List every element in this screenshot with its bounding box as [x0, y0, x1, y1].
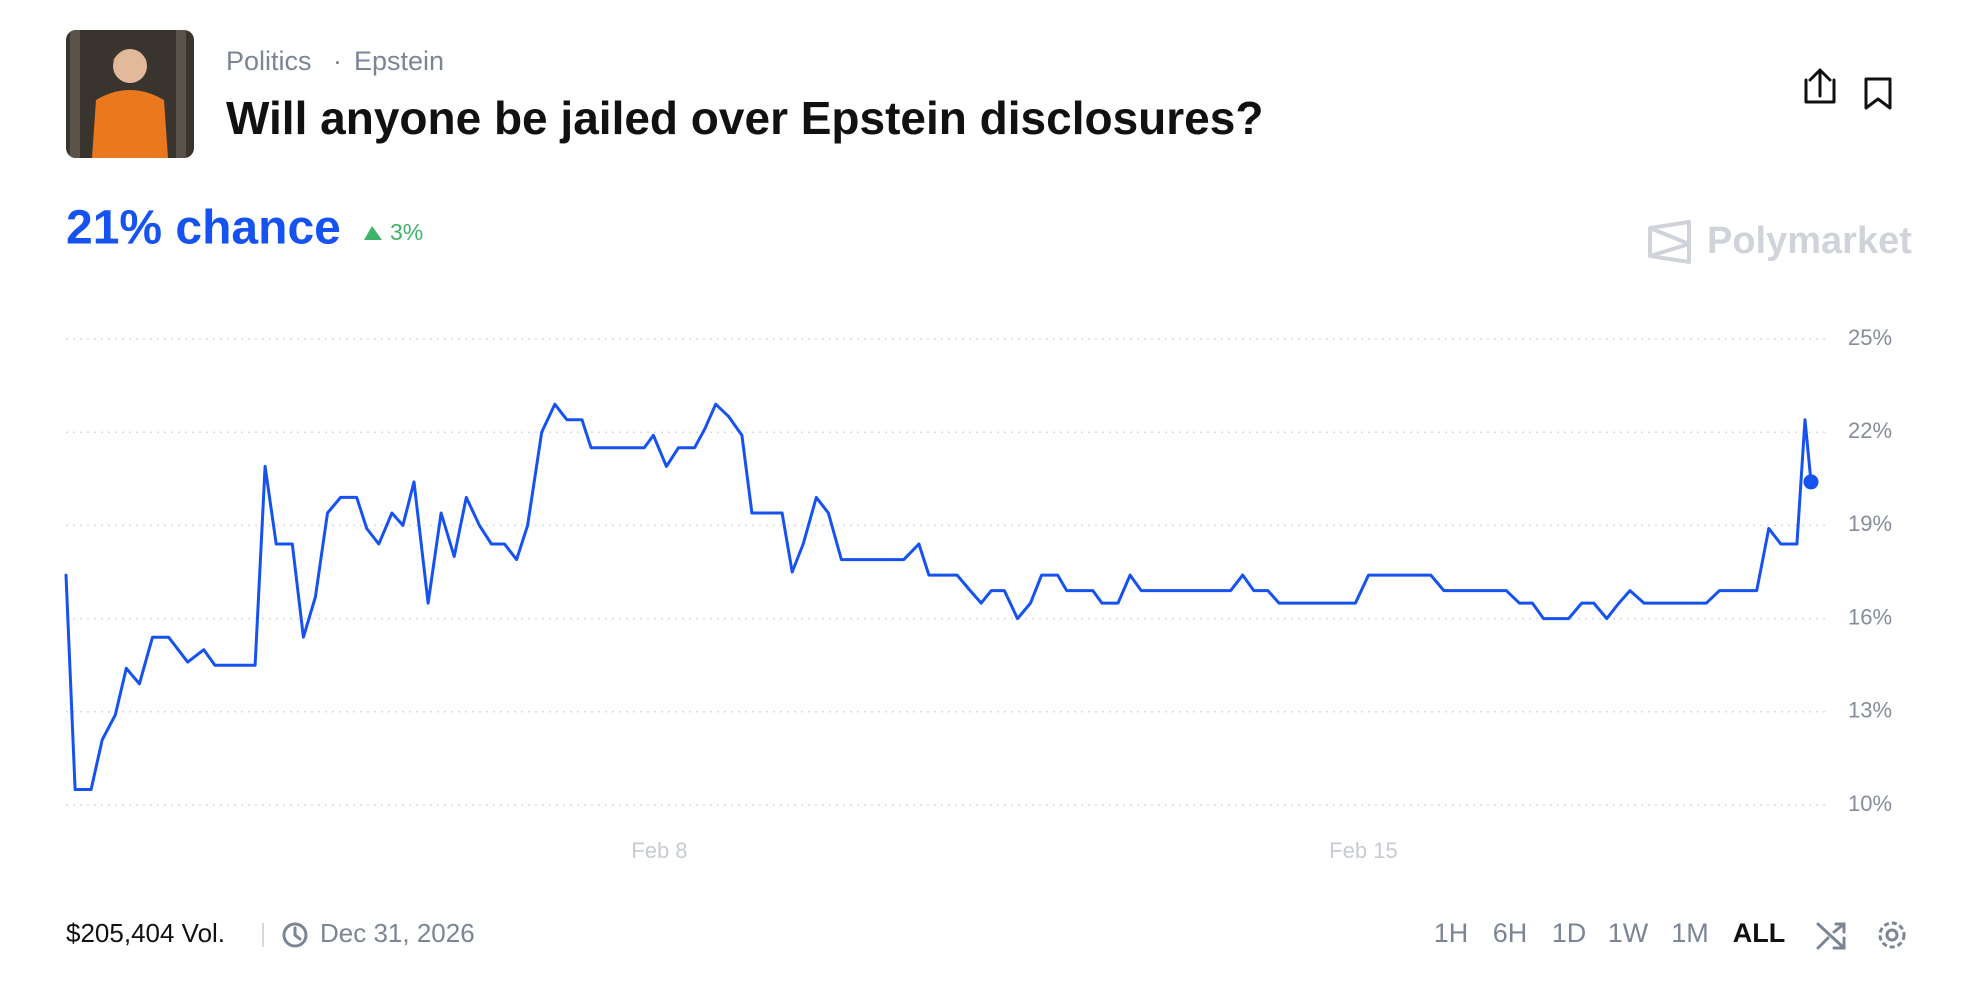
- clock-icon: [282, 922, 308, 948]
- change-arrow: [364, 226, 382, 240]
- breadcrumb-separator: ·: [333, 46, 342, 76]
- thumbnail: [66, 30, 194, 158]
- timeframe-button[interactable]: 1W: [1608, 918, 1649, 948]
- brand-logo: [1648, 220, 1691, 264]
- y-tick-label: 16%: [1848, 604, 1892, 629]
- timeframes: 1H 6H 1D 1W 1M ALL: [1434, 918, 1786, 948]
- timeframe-button[interactable]: ALL: [1733, 918, 1785, 948]
- timeframe-button[interactable]: 6H: [1493, 918, 1528, 948]
- y-tick-label: 19%: [1848, 511, 1892, 536]
- y-tick-label: 22%: [1848, 418, 1892, 443]
- y-tick-label: 13%: [1848, 698, 1892, 723]
- end-date: Dec 31, 2026: [320, 918, 475, 948]
- chart: 10% 13% 16% 19% 22% 25% Feb 8 Feb 15: [64, 325, 1892, 863]
- x-tick-label: Feb 8: [631, 838, 687, 863]
- chance: 21% chance: [66, 202, 341, 255]
- share-button[interactable]: [1804, 68, 1836, 104]
- compare-button[interactable]: [1816, 922, 1846, 950]
- timeframe-button[interactable]: 1H: [1434, 918, 1469, 948]
- y-tick-label: 25%: [1848, 325, 1892, 350]
- settings-button[interactable]: [1878, 921, 1906, 949]
- market-title: Will anyone be jailed over Epstein discl…: [226, 92, 1263, 144]
- volume: $205,404 Vol.: [66, 918, 225, 948]
- x-tick-label: Feb 15: [1329, 838, 1398, 863]
- bookmark-button[interactable]: [1864, 77, 1892, 110]
- change: 3%: [390, 219, 423, 245]
- breadcrumb[interactable]: Epstein: [354, 46, 444, 76]
- breadcrumb[interactable]: Politics: [226, 46, 312, 76]
- last-point: [1803, 474, 1819, 490]
- timeframe-button[interactable]: 1D: [1552, 918, 1587, 948]
- brand: Polymarket: [1707, 220, 1912, 262]
- timeframe-button[interactable]: 1M: [1671, 918, 1709, 948]
- y-tick-label: 10%: [1848, 791, 1892, 816]
- price-line: [64, 402, 1813, 791]
